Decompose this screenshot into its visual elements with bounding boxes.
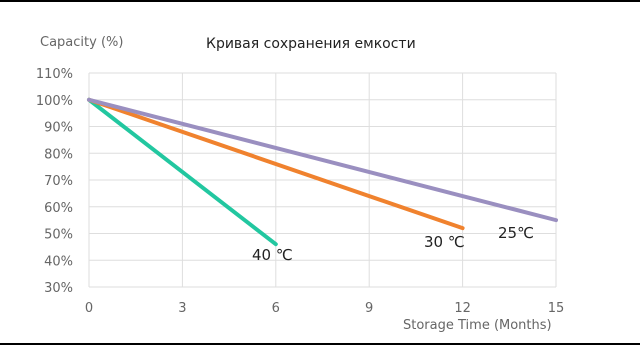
series-label-0: 40 ℃	[252, 246, 293, 264]
x-tick-label: 9	[365, 301, 373, 316]
y-tick-label: 70%	[44, 174, 73, 189]
y-tick-label: 50%	[44, 228, 73, 243]
y-tick-label: 110%	[36, 67, 73, 82]
y-axis-label: Capacity (%)	[40, 35, 123, 50]
y-tick-label: 40%	[44, 254, 73, 269]
x-tick-label: 6	[272, 301, 280, 316]
top-rule	[0, 0, 640, 2]
series-line-2	[87, 97, 558, 223]
y-tick-label: 60%	[44, 201, 73, 216]
series-label-1: 30 ℃	[424, 233, 465, 251]
bottom-rule	[0, 343, 640, 345]
chart-title: Кривая сохранения емкости	[206, 36, 416, 52]
y-tick-label: 30%	[44, 281, 73, 296]
series-lines	[87, 97, 558, 247]
series-label-2: 25℃	[498, 224, 534, 242]
x-tick-label: 3	[178, 301, 186, 316]
y-tick-label: 80%	[44, 147, 73, 162]
x-tick-label: 12	[454, 301, 471, 316]
x-axis-label: Storage Time (Months)	[403, 318, 552, 333]
x-tick-label: 0	[85, 301, 93, 316]
series-line-1	[87, 97, 465, 231]
y-tick-labels: 30% 40% 50% 60% 70% 80% 90% 100% 110%	[36, 67, 73, 296]
x-tick-label: 15	[548, 301, 565, 316]
y-tick-label: 100%	[36, 94, 73, 109]
series-line-0	[87, 97, 278, 247]
grid	[88, 72, 557, 288]
series-labels: 40 ℃ 30 ℃ 25℃	[252, 224, 534, 264]
x-tick-labels: 0 3 6 9 12 15	[85, 301, 564, 316]
y-tick-label: 90%	[44, 121, 73, 136]
